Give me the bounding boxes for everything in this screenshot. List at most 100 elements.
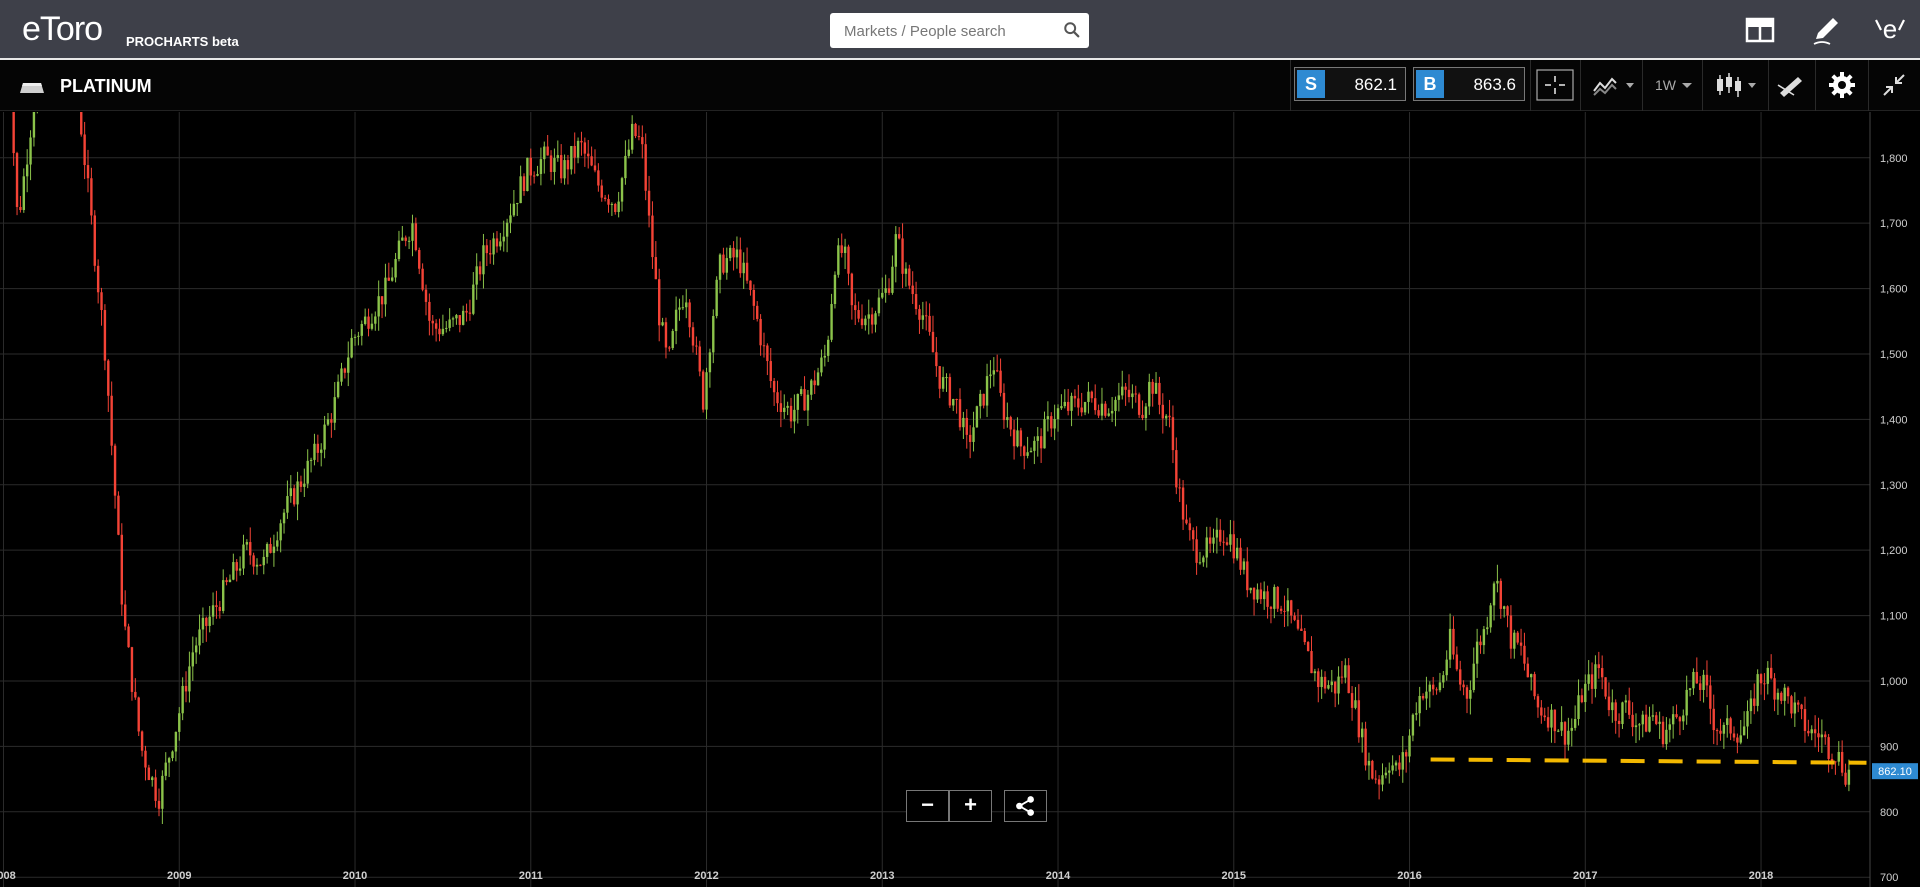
candle (658, 268, 661, 342)
pencil-icon[interactable] (1808, 12, 1844, 48)
candle (509, 203, 512, 234)
candle (799, 386, 803, 397)
candle (1317, 668, 1320, 703)
candle (25, 149, 29, 193)
candle (908, 264, 911, 290)
candle (549, 150, 553, 181)
candle (100, 287, 103, 326)
candle (205, 616, 208, 642)
candle (516, 202, 519, 216)
candle (1448, 613, 1452, 668)
candle (617, 191, 620, 218)
candle (1844, 763, 1847, 787)
candle (620, 176, 624, 212)
candle (1719, 718, 1722, 741)
indicators-icon[interactable] (1590, 69, 1636, 101)
candle (134, 678, 137, 700)
candle (1682, 709, 1685, 730)
candle (1168, 399, 1171, 428)
candle (1827, 733, 1830, 773)
drawing-tools-icon[interactable] (1774, 69, 1808, 101)
candle (1665, 717, 1668, 750)
candle (316, 434, 320, 463)
candle (1523, 632, 1526, 671)
candle (350, 329, 353, 359)
candle (891, 255, 894, 295)
price-chart[interactable]: 700 800 900 1,000 1,100 1,200 1,300 1,400 1,500 1… (0, 112, 1920, 887)
candle (1232, 520, 1235, 564)
candle (1597, 651, 1601, 679)
etoro-e-icon[interactable]: e (1872, 12, 1908, 48)
candle (147, 764, 151, 781)
candle (843, 238, 847, 270)
candlestick-type-icon[interactable] (1712, 69, 1758, 101)
candle (1641, 710, 1644, 738)
buy-button[interactable]: B 863.6 (1413, 67, 1525, 101)
crosshair-icon[interactable] (1536, 69, 1574, 101)
candle (1056, 404, 1060, 432)
zoom-in-button[interactable]: + (949, 790, 992, 822)
svg-text:e: e (1883, 14, 1897, 44)
candle (1043, 411, 1046, 449)
settings-gear-icon[interactable] (1826, 69, 1858, 101)
search-box[interactable] (830, 13, 1089, 50)
candle (347, 341, 350, 387)
price-tick-label: 700 (1880, 872, 1898, 884)
candle (1083, 401, 1087, 416)
candle (911, 271, 914, 304)
candle (1023, 445, 1026, 470)
candle (1824, 731, 1827, 745)
candle (1219, 519, 1222, 546)
candle (685, 289, 688, 319)
candle (1144, 403, 1148, 431)
candle (884, 274, 887, 303)
candle (1756, 669, 1759, 712)
candle (1628, 687, 1631, 719)
candle (238, 556, 242, 576)
share-icon[interactable] (1004, 790, 1047, 822)
zoom-out-button[interactable]: − (906, 790, 949, 822)
candle (428, 293, 431, 336)
candle (330, 413, 333, 438)
candle (597, 163, 600, 192)
candle (779, 390, 783, 428)
candle (1090, 390, 1094, 403)
candle (1262, 581, 1266, 610)
etoro-logo[interactable]: eToro (22, 10, 103, 48)
price-tick-label: 1,200 (1880, 545, 1908, 557)
candle (1114, 396, 1117, 427)
candle (1651, 704, 1655, 721)
timeframe-chevron-icon[interactable] (1680, 69, 1694, 101)
support-line (1430, 757, 1867, 765)
candle (451, 316, 455, 327)
candle (232, 553, 235, 581)
candle (1060, 394, 1063, 410)
candle (678, 298, 681, 321)
candle (120, 523, 124, 616)
time-tick-label: 2011 (519, 870, 543, 882)
candle (607, 194, 610, 213)
search-icon[interactable] (1063, 21, 1081, 39)
candle (377, 280, 380, 331)
candle (1371, 759, 1374, 780)
candle (1039, 428, 1043, 463)
candle (512, 190, 516, 217)
search-input[interactable] (842, 13, 1056, 50)
candle (1202, 555, 1205, 567)
timeframe-label[interactable]: 1W (1655, 77, 1676, 93)
candle (1006, 402, 1009, 428)
candle (1215, 517, 1219, 554)
candle (813, 370, 816, 395)
layout-icon[interactable] (1742, 12, 1778, 48)
candle (404, 235, 407, 247)
collapse-icon[interactable] (1878, 69, 1910, 101)
candle (245, 539, 249, 551)
candle (1793, 692, 1797, 727)
candle (1313, 668, 1317, 682)
candle (269, 537, 272, 554)
candle (113, 443, 117, 509)
candle (326, 412, 330, 427)
sell-button[interactable]: S 862.1 (1294, 67, 1406, 101)
candle (401, 225, 404, 241)
time-axis: 2008 2009 2010 2011 2012 2013 2014 2015 2016 2017… (0, 870, 1773, 882)
